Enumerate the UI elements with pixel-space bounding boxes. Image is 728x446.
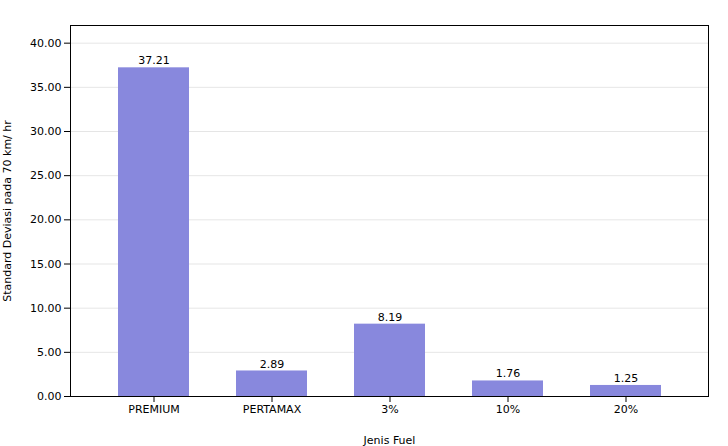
svg-text:30.00: 30.00 — [30, 125, 62, 138]
svg-text:10%: 10% — [496, 403, 520, 416]
svg-text:Standard Deviasi pada 70 km/ h: Standard Deviasi pada 70 km/ hr — [1, 120, 14, 302]
svg-text:1.76: 1.76 — [496, 367, 521, 380]
svg-text:8.19: 8.19 — [378, 311, 403, 324]
svg-text:2.89: 2.89 — [260, 357, 285, 370]
svg-text:35.00: 35.00 — [30, 81, 62, 94]
svg-text:0.00: 0.00 — [37, 390, 62, 403]
svg-text:Jenis Fuel: Jenis Fuel — [363, 434, 416, 446]
svg-text:1.25: 1.25 — [614, 372, 639, 385]
svg-text:20.00: 20.00 — [30, 213, 62, 226]
svg-text:20%: 20% — [614, 403, 638, 416]
svg-text:5.00: 5.00 — [37, 346, 62, 359]
svg-text:10.00: 10.00 — [30, 302, 62, 315]
svg-text:PREMIUM: PREMIUM — [128, 403, 180, 416]
svg-text:25.00: 25.00 — [30, 169, 62, 182]
svg-text:40.00: 40.00 — [30, 37, 62, 50]
svg-text:3%: 3% — [381, 403, 398, 416]
svg-text:15.00: 15.00 — [30, 258, 62, 271]
svg-text:PERTAMAX: PERTAMAX — [243, 403, 302, 416]
svg-text:37.21: 37.21 — [138, 54, 170, 67]
